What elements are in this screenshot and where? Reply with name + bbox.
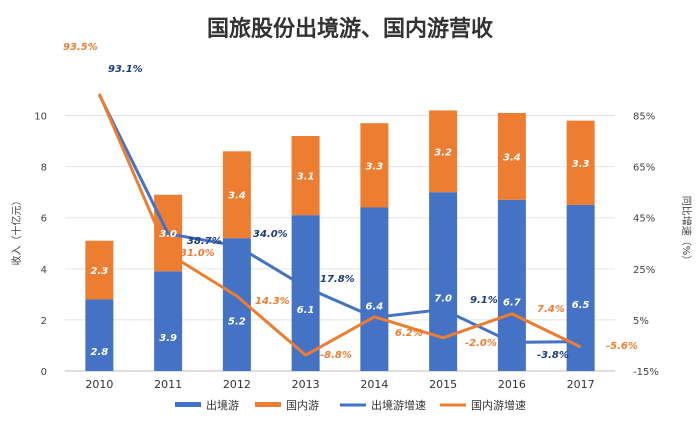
y-tick-label: 2 [41,316,47,327]
bar-value-label: 2.8 [91,347,109,358]
bar-value-label: 5.2 [228,317,246,328]
axis-layer: 0 2 4 6 8 10 -15% 5% 25% 45% 65% 85% 2010 2011 2012 201… [10,112,693,391]
legend-label: 出境游 [206,398,239,412]
bar-value-label: 3.0 [159,229,177,240]
line-value-label: 7.4% [537,304,565,315]
bar-outbound [85,299,114,371]
x-tick-label: 2016 [498,378,526,391]
x-tick-label: 2015 [429,378,457,391]
bar-value-label: 3.1 [297,172,315,183]
line-value-label: 6.2% [395,328,423,339]
bar-domestic [85,240,114,300]
legend-label: 出境游增速 [371,398,426,412]
x-tick-label: 2017 [567,378,595,391]
bar-value-label: 3.3 [366,161,384,172]
y2-axis-title: 同比增速（%） [680,196,693,266]
y2-tick-label: 65% [633,163,655,174]
line-value-label: 38.7% [187,236,222,247]
line-value-label: 34.0% [253,229,288,240]
y-tick-label: 8 [41,163,47,174]
grid-layer [65,115,615,372]
y2-tick-label: 45% [633,214,655,225]
x-tick-label: 2013 [292,378,320,391]
legend: 出境游 国内游 出境游增速 国内游增速 [175,398,526,412]
line-value-label: 31.0% [180,248,215,259]
x-tick-label: 2010 [85,378,113,391]
bar-domestic [497,112,526,200]
bar-domestic [222,151,251,239]
bar-layer [85,110,595,371]
line-value-label: -5.6% [606,341,638,352]
bar-domestic [360,123,389,208]
line-value-label: 93.5% [63,42,98,53]
bar-outbound [429,192,458,371]
legend-label: 国内游 [286,398,319,412]
line-value-label: 17.8% [320,274,355,285]
chart-title: 国旅股份出境游、国内游营收 [207,16,493,42]
bar-outbound [291,215,320,371]
bar-domestic [291,135,320,216]
line-value-label: -8.8% [320,350,352,361]
domestic-growth-line [97,93,582,357]
x-tick-label: 2012 [223,378,251,391]
y-tick-label: 0 [41,367,47,378]
y-tick-label: 4 [41,265,47,276]
x-tick-label: 2014 [360,378,388,391]
bar-value-label: 3.2 [434,147,452,158]
line-value-label: 9.1% [470,295,498,306]
y2-tick-label: -15% [633,367,659,378]
legend-label: 国内游增速 [471,398,526,412]
bar-outbound [154,271,183,371]
bar-value-label: 6.1 [297,305,315,316]
bar-value-label: 6.4 [366,301,384,312]
y2-tick-label: 5% [633,316,649,327]
x-tick-label: 2011 [154,378,182,391]
bar-outbound [497,199,526,371]
line-value-label: 14.3% [255,296,290,307]
y2-tick-label: 85% [633,112,655,123]
outbound-growth-line [98,94,581,344]
label-layer: 2.8 3.9 5.2 6.1 6.4 7.0 6.7 6.5 2.3 3.0 3.4 3.1 3.3 3… [63,42,638,361]
line-value-label: 93.1% [108,64,143,75]
bar-value-label: 2.3 [91,266,109,277]
y-axis-title: 收入（十亿元） [10,196,23,266]
y-tick-label: 10 [34,112,47,123]
bar-value-label: 6.7 [503,297,521,308]
y2-tick-label: 25% [633,265,655,276]
bar-value-label: 7.0 [434,294,452,305]
bar-value-label: 3.4 [503,152,521,163]
bar-domestic [429,110,458,193]
bar-value-label: 3.3 [572,159,590,170]
legend-swatch [175,402,201,407]
bar-domestic [566,120,595,205]
bar-value-label: 3.9 [159,333,177,344]
bar-value-label: 6.5 [572,300,590,311]
bar-outbound [360,207,389,371]
y-tick-label: 6 [41,214,47,225]
line-value-label: -2.0% [465,338,497,349]
line-value-label: -3.8% [537,350,569,361]
line-layer [97,93,582,357]
legend-swatch [255,402,281,407]
bar-value-label: 3.4 [228,191,246,202]
